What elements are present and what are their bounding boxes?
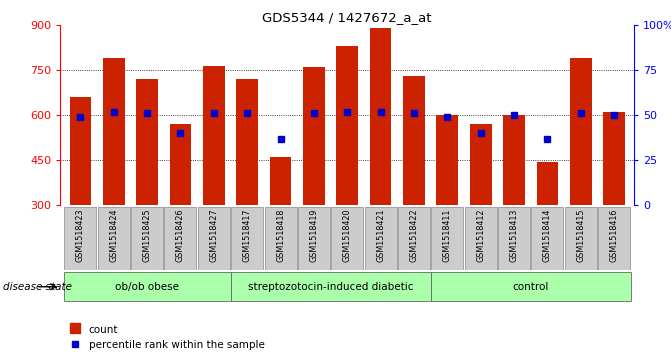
Bar [303, 68, 325, 205]
Bar [264, 207, 297, 270]
Bar [64, 207, 97, 270]
Bar [103, 58, 125, 205]
Text: GSM1518421: GSM1518421 [376, 209, 385, 262]
Text: GSM1518426: GSM1518426 [176, 209, 185, 262]
Bar [70, 97, 91, 205]
Bar [231, 207, 263, 270]
Bar [565, 207, 597, 270]
Bar [236, 79, 258, 205]
Legend: count, percentile rank within the sample: count, percentile rank within the sample [66, 320, 268, 354]
Bar [431, 272, 631, 301]
Text: streptozotocin-induced diabetic: streptozotocin-induced diabetic [248, 282, 413, 292]
Bar [503, 115, 525, 205]
Bar [136, 79, 158, 205]
Bar [570, 58, 592, 205]
Bar [531, 207, 564, 270]
Text: GSM1518412: GSM1518412 [476, 209, 485, 262]
Text: GSM1518419: GSM1518419 [309, 209, 318, 262]
Text: GSM1518416: GSM1518416 [609, 209, 619, 262]
Text: GSM1518422: GSM1518422 [409, 209, 419, 262]
Bar [331, 207, 363, 270]
Text: ob/ob obese: ob/ob obese [115, 282, 179, 292]
Text: control: control [513, 282, 549, 292]
Bar [436, 115, 458, 205]
Text: GSM1518414: GSM1518414 [543, 209, 552, 262]
Bar [537, 162, 558, 205]
Bar [598, 207, 630, 270]
Text: GSM1518418: GSM1518418 [276, 209, 285, 262]
Bar [403, 76, 425, 205]
Bar [131, 207, 163, 270]
Bar [464, 207, 497, 270]
Bar [370, 28, 391, 205]
Bar [170, 124, 191, 205]
Bar [336, 46, 358, 205]
Bar [231, 272, 431, 301]
Bar [398, 207, 430, 270]
Bar [270, 157, 291, 205]
Text: GSM1518424: GSM1518424 [109, 209, 118, 262]
Text: GSM1518427: GSM1518427 [209, 209, 218, 262]
Bar [164, 207, 197, 270]
Text: GSM1518420: GSM1518420 [343, 209, 352, 262]
Bar [470, 124, 491, 205]
Text: disease state: disease state [3, 282, 72, 292]
Text: GSM1518411: GSM1518411 [443, 209, 452, 262]
Text: GSM1518413: GSM1518413 [509, 209, 519, 262]
Bar [603, 112, 625, 205]
Bar [498, 207, 530, 270]
Bar [364, 207, 397, 270]
Text: GSM1518425: GSM1518425 [143, 209, 152, 262]
Bar [98, 207, 130, 270]
Bar [64, 272, 231, 301]
Bar [203, 66, 225, 205]
Bar [431, 207, 463, 270]
Title: GDS5344 / 1427672_a_at: GDS5344 / 1427672_a_at [262, 11, 432, 24]
Bar [298, 207, 330, 270]
Text: GSM1518423: GSM1518423 [76, 209, 85, 262]
Bar [198, 207, 230, 270]
Text: GSM1518417: GSM1518417 [243, 209, 252, 262]
Text: GSM1518415: GSM1518415 [576, 209, 585, 262]
